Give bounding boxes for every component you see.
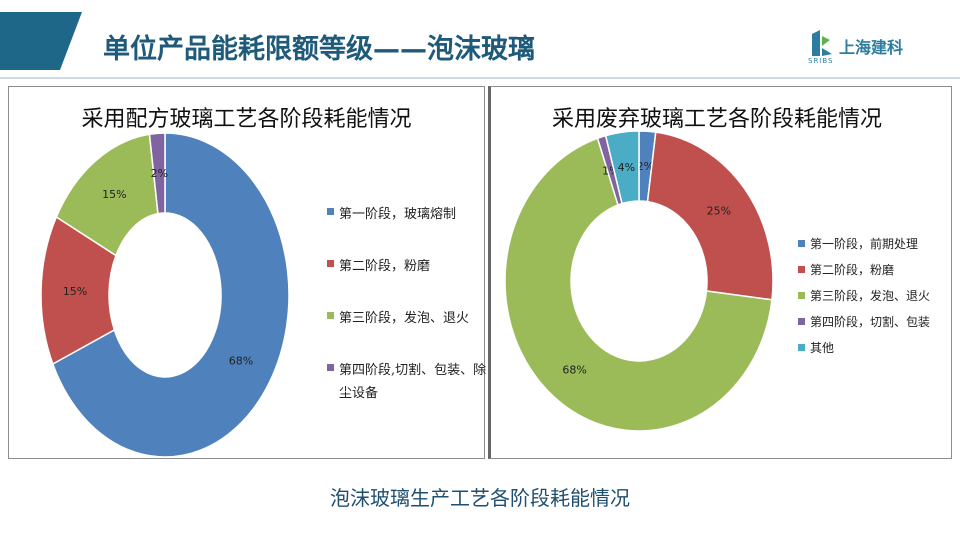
legend-swatch <box>798 266 805 273</box>
legend-swatch <box>327 364 334 371</box>
legend-label: 第二阶段，粉磨 <box>810 263 895 277</box>
legend-label: 第四阶段，切割、包装 <box>810 315 931 329</box>
legend-label: 第二阶段，粉磨 <box>339 259 431 274</box>
legend-label: 第三阶段，发泡、退火 <box>339 311 470 326</box>
legend-swatch <box>798 240 805 247</box>
legend-swatch <box>798 292 805 299</box>
chart-title: 采用配方玻璃工艺各阶段耗能情况 <box>81 107 412 132</box>
legend-item: 其他 <box>798 339 834 356</box>
legend-swatch <box>327 260 334 267</box>
donut-slice <box>646 131 774 301</box>
legend-label: 其他 <box>810 341 835 355</box>
legend-label: 第四阶段,切割、包装、除 尘设备 <box>339 363 487 401</box>
donut-chart-left: 68% 15% 15% 2% <box>40 132 290 458</box>
donut-slice <box>148 132 166 215</box>
data-label: 15% <box>102 188 126 201</box>
data-label: 68% <box>562 364 586 377</box>
data-label: 68% <box>229 354 253 367</box>
data-label: 4% <box>618 161 635 174</box>
data-label: 15% <box>63 285 87 298</box>
legend-item: 第三阶段，发泡、退火 <box>798 287 930 304</box>
chart-panel-left: 采用配方玻璃工艺各阶段耗能情况 68% 15% 15% 2% 第一阶段，玻璃熔制 第二阶… <box>8 86 486 459</box>
legend-item: 第二阶段，粉磨 <box>327 255 430 274</box>
legend-item: 第四阶段,切割、包装、除 尘设备 <box>327 359 486 401</box>
donut-chart-right: 2%25%68%1%4% <box>504 130 774 432</box>
data-label: 2% <box>637 160 654 173</box>
legend-item: 第四阶段，切割、包装 <box>798 313 930 330</box>
header-band <box>0 12 960 84</box>
legend-label: 第三阶段，发泡、退火 <box>810 289 931 303</box>
logo: 上海建科 SRIBS <box>808 30 918 70</box>
logo-mark-icon <box>812 30 832 56</box>
page-title: 单位产品能耗限额等级——泡沫玻璃 <box>103 34 535 65</box>
donut-slice <box>504 137 773 432</box>
header-band-shape <box>0 12 960 79</box>
legend-label: 第一阶段，玻璃熔制 <box>339 207 457 222</box>
chart-panel-right: 采用废弃玻璃工艺各阶段耗能情况 2% 25% 68% 1% 4% 第一阶段，前期处理 第二… <box>488 86 952 459</box>
chart-title: 采用废弃玻璃工艺各阶段耗能情况 <box>551 107 882 132</box>
legend-swatch <box>798 344 805 351</box>
legend-swatch <box>798 318 805 325</box>
donut-slice <box>51 132 290 458</box>
legend-swatch <box>327 312 334 319</box>
legend-item: 第一阶段，前期处理 <box>798 235 918 252</box>
legend-item: 第二阶段，粉磨 <box>798 261 894 278</box>
legend-item: 第一阶段，玻璃熔制 <box>327 203 456 222</box>
logo-subtext: SRIBS <box>808 57 834 65</box>
figure-caption: 泡沫玻璃生产工艺各阶段耗能情况 <box>330 486 630 510</box>
legend-label: 第一阶段，前期处理 <box>810 237 919 251</box>
donut-slice <box>604 130 640 205</box>
logo-text: 上海建科 <box>839 38 904 57</box>
data-label: 25% <box>707 205 731 218</box>
data-label: 2% <box>151 167 168 180</box>
legend-swatch <box>327 208 334 215</box>
legend-item: 第三阶段，发泡、退火 <box>327 307 469 326</box>
